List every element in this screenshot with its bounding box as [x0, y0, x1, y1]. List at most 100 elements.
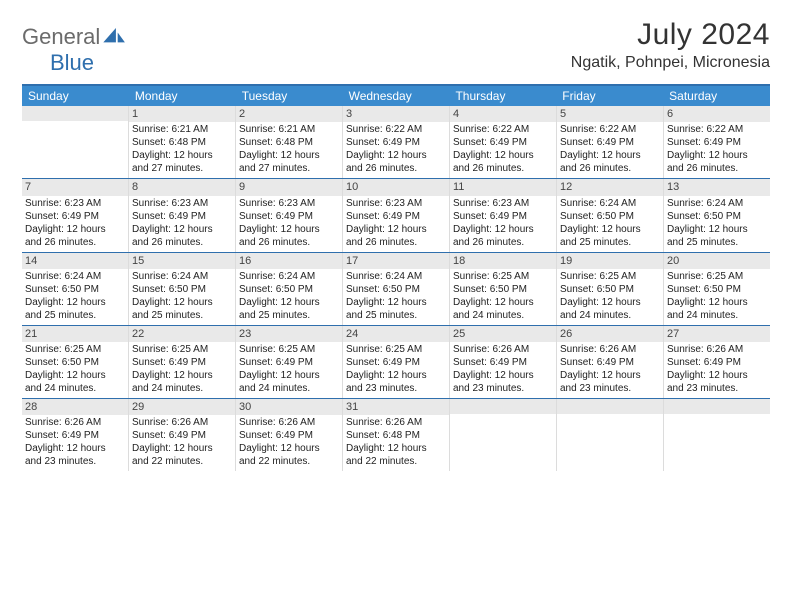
sunrise-text: Sunrise: 6:26 AM: [25, 416, 125, 429]
daylight-text: Daylight: 12 hours and 26 minutes.: [346, 223, 446, 249]
day-cell: 13 Sunrise: 6:24 AMSunset: 6:50 PMDayligh…: [664, 179, 770, 251]
day-cell: 16Sunrise: 6:24 AMSunset: 6:50 PMDayligh…: [236, 253, 343, 325]
day-number: 23: [236, 326, 342, 342]
sunset-text: Sunset: 6:49 PM: [560, 136, 660, 149]
sunrise-text: Sunrise: 6:24 AM: [346, 270, 446, 283]
weekday-tuesday: Tuesday: [236, 86, 343, 106]
day-body: Sunrise: 6:24 AMSunset: 6:50 PMDaylight:…: [343, 269, 449, 325]
day-number: 7: [22, 179, 128, 195]
logo: GeneralBlue: [22, 18, 127, 76]
day-body: Sunrise: 6:22 AMSunset: 6:49 PMDaylight:…: [664, 122, 770, 178]
sunset-text: Sunset: 6:50 PM: [239, 283, 339, 296]
day-number: 27: [664, 326, 770, 342]
sunrise-text: Sunrise: 6:22 AM: [667, 123, 767, 136]
sunset-text: Sunset: 6:49 PM: [239, 429, 339, 442]
daylight-text: Daylight: 12 hours and 26 minutes.: [239, 223, 339, 249]
sunset-text: Sunset: 6:50 PM: [132, 283, 232, 296]
title-block: July 2024 Ngatik, Pohnpei, Micronesia: [571, 18, 770, 72]
sunrise-text: Sunrise: 6:25 AM: [132, 343, 232, 356]
sunset-text: Sunset: 6:50 PM: [667, 210, 767, 223]
day-number: 29: [129, 399, 235, 415]
daylight-text: Daylight: 12 hours and 25 minutes.: [346, 296, 446, 322]
header: GeneralBlue July 2024 Ngatik, Pohnpei, M…: [22, 18, 770, 76]
daylight-text: Daylight: 12 hours and 22 minutes.: [346, 442, 446, 468]
day-body: Sunrise: 6:23 AMSunset: 6:49 PMDaylight:…: [343, 196, 449, 252]
sunrise-text: Sunrise: 6:24 AM: [132, 270, 232, 283]
day-cell: 28Sunrise: 6:26 AMSunset: 6:49 PMDayligh…: [22, 399, 129, 471]
weekday-wednesday: Wednesday: [343, 86, 450, 106]
location-text: Ngatik, Pohnpei, Micronesia: [571, 54, 770, 72]
logo-text-blue: Blue: [50, 50, 94, 75]
day-cell: 22Sunrise: 6:25 AMSunset: 6:49 PMDayligh…: [129, 326, 236, 398]
week-row: 21Sunrise: 6:25 AMSunset: 6:50 PMDayligh…: [22, 325, 770, 398]
daylight-text: Daylight: 12 hours and 25 minutes.: [132, 296, 232, 322]
sunset-text: Sunset: 6:49 PM: [667, 136, 767, 149]
weekday-header-row: Sunday Monday Tuesday Wednesday Thursday…: [22, 86, 770, 106]
day-body: Sunrise: 6:25 AMSunset: 6:50 PMDaylight:…: [450, 269, 556, 325]
day-body: Sunrise: 6:25 AMSunset: 6:50 PMDaylight:…: [22, 342, 128, 398]
day-number: [22, 106, 128, 121]
day-body: Sunrise: 6:26 AMSunset: 6:49 PMDaylight:…: [22, 415, 128, 471]
sunset-text: Sunset: 6:50 PM: [560, 283, 660, 296]
sunrise-text: Sunrise: 6:23 AM: [453, 197, 553, 210]
daylight-text: Daylight: 12 hours and 25 minutes.: [667, 223, 767, 249]
day-body: Sunrise: 6:23 AMSunset: 6:49 PMDaylight:…: [450, 196, 556, 252]
daylight-text: Daylight: 12 hours and 24 minutes.: [239, 369, 339, 395]
day-cell: 26Sunrise: 6:26 AMSunset: 6:49 PMDayligh…: [557, 326, 664, 398]
day-cell: 6Sunrise: 6:22 AMSunset: 6:49 PMDaylight…: [664, 106, 770, 178]
day-cell: 9Sunrise: 6:23 AMSunset: 6:49 PMDaylight…: [236, 179, 343, 251]
weeks-container: 1Sunrise: 6:21 AMSunset: 6:48 PMDaylight…: [22, 106, 770, 471]
sunrise-text: Sunrise: 6:25 AM: [239, 343, 339, 356]
day-cell: 4Sunrise: 6:22 AMSunset: 6:49 PMDaylight…: [450, 106, 557, 178]
day-cell: 31Sunrise: 6:26 AMSunset: 6:48 PMDayligh…: [343, 399, 450, 471]
sunrise-text: Sunrise: 6:25 AM: [453, 270, 553, 283]
calendar: Sunday Monday Tuesday Wednesday Thursday…: [22, 84, 770, 471]
day-number: 5: [557, 106, 663, 122]
sunrise-text: Sunrise: 6:26 AM: [667, 343, 767, 356]
sunrise-text: Sunrise: 6:25 AM: [25, 343, 125, 356]
weekday-saturday: Saturday: [663, 86, 770, 106]
day-cell: 7Sunrise: 6:23 AMSunset: 6:49 PMDaylight…: [22, 179, 129, 251]
day-number: 16: [236, 253, 342, 269]
day-cell: [664, 399, 770, 471]
day-cell: 19Sunrise: 6:25 AMSunset: 6:50 PMDayligh…: [557, 253, 664, 325]
sunrise-text: Sunrise: 6:23 AM: [239, 197, 339, 210]
daylight-text: Daylight: 12 hours and 24 minutes.: [25, 369, 125, 395]
daylight-text: Daylight: 12 hours and 22 minutes.: [132, 442, 232, 468]
day-body: Sunrise: 6:26 AMSunset: 6:48 PMDaylight:…: [343, 415, 449, 471]
day-number: [450, 399, 556, 414]
day-number: 21: [22, 326, 128, 342]
month-title: July 2024: [571, 18, 770, 52]
day-number: 8: [129, 179, 235, 195]
day-cell: 1Sunrise: 6:21 AMSunset: 6:48 PMDaylight…: [129, 106, 236, 178]
daylight-text: Daylight: 12 hours and 26 minutes.: [453, 223, 553, 249]
daylight-text: Daylight: 12 hours and 24 minutes.: [132, 369, 232, 395]
day-cell: 21Sunrise: 6:25 AMSunset: 6:50 PMDayligh…: [22, 326, 129, 398]
day-cell: 14Sunrise: 6:24 AMSunset: 6:50 PMDayligh…: [22, 253, 129, 325]
daylight-text: Daylight: 12 hours and 23 minutes.: [560, 369, 660, 395]
sunset-text: Sunset: 6:49 PM: [453, 356, 553, 369]
day-cell: [557, 399, 664, 471]
weekday-monday: Monday: [129, 86, 236, 106]
sunset-text: Sunset: 6:49 PM: [132, 210, 232, 223]
sunrise-text: Sunrise: 6:26 AM: [560, 343, 660, 356]
daylight-text: Daylight: 12 hours and 25 minutes.: [239, 296, 339, 322]
day-number: 13: [664, 179, 770, 195]
day-number: 24: [343, 326, 449, 342]
day-cell: 24Sunrise: 6:25 AMSunset: 6:49 PMDayligh…: [343, 326, 450, 398]
sunrise-text: Sunrise: 6:24 AM: [667, 197, 767, 210]
day-body: Sunrise: 6:24 AMSunset: 6:50 PMDaylight:…: [22, 269, 128, 325]
weekday-thursday: Thursday: [449, 86, 556, 106]
sunset-text: Sunset: 6:49 PM: [239, 210, 339, 223]
day-number: 30: [236, 399, 342, 415]
daylight-text: Daylight: 12 hours and 26 minutes.: [346, 149, 446, 175]
day-number: 6: [664, 106, 770, 122]
sunset-text: Sunset: 6:49 PM: [453, 210, 553, 223]
day-body: Sunrise: 6:25 AMSunset: 6:49 PMDaylight:…: [343, 342, 449, 398]
day-body: Sunrise: 6:24 AMSunset: 6:50 PMDaylight:…: [236, 269, 342, 325]
day-number: 3: [343, 106, 449, 122]
day-number: [557, 399, 663, 414]
sunset-text: Sunset: 6:50 PM: [25, 283, 125, 296]
sunset-text: Sunset: 6:49 PM: [560, 356, 660, 369]
sunset-text: Sunset: 6:49 PM: [239, 356, 339, 369]
